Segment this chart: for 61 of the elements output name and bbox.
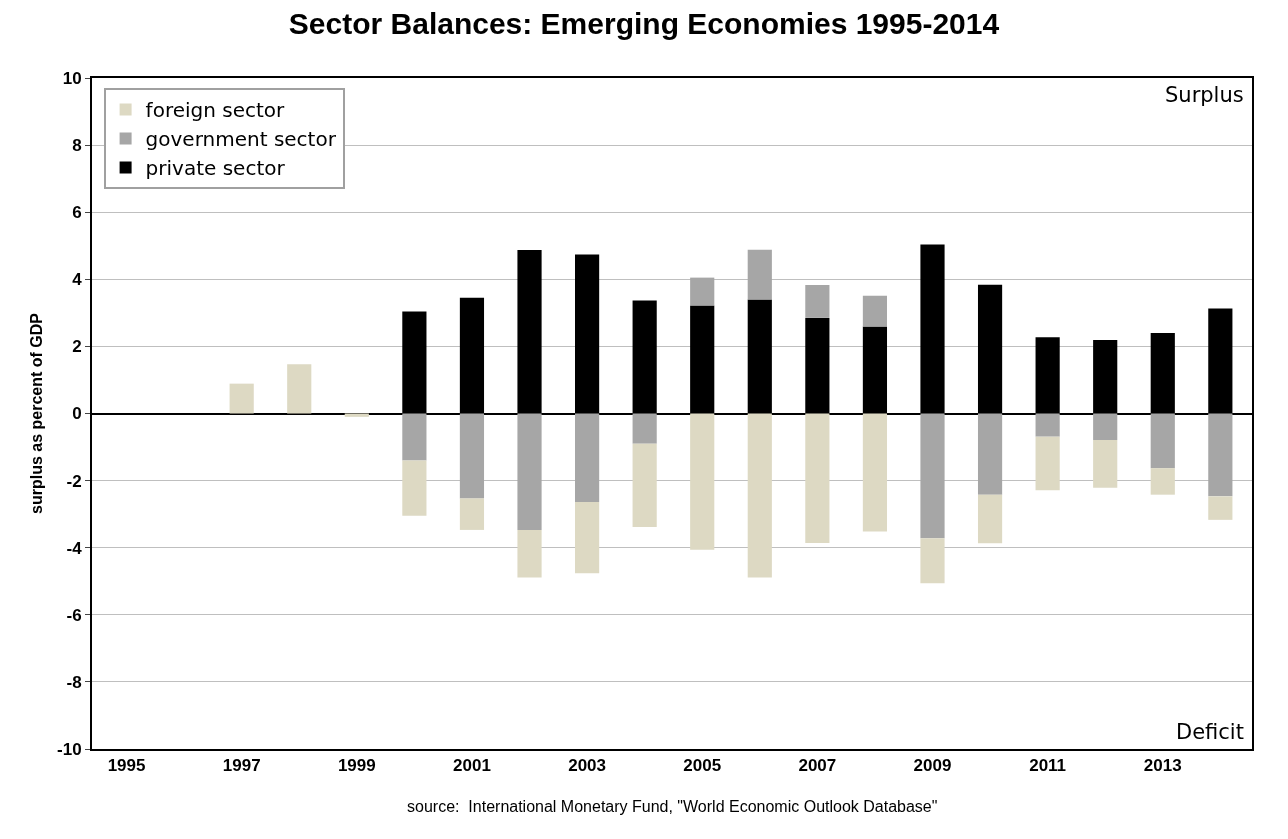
- y-axis-title: surplus as percent of GDP: [28, 312, 46, 514]
- bar: [229, 383, 254, 414]
- y-tick-label: -8: [66, 672, 82, 692]
- legend-label: foreign sector: [145, 98, 286, 123]
- y-tick-label: 8: [72, 136, 82, 156]
- bar: [1093, 440, 1118, 488]
- bar: [977, 494, 1003, 544]
- bar: [747, 249, 772, 300]
- bar: [920, 538, 945, 584]
- x-tick-label: 2005: [683, 756, 722, 776]
- y-tick-label: 0: [72, 404, 82, 424]
- bar: [287, 364, 312, 414]
- bar: [690, 413, 715, 550]
- bar: [1208, 413, 1233, 497]
- bar: [1093, 413, 1118, 440]
- y-tick-label: 6: [72, 203, 82, 223]
- bar: [977, 413, 1003, 495]
- y-tick-label: -6: [66, 605, 82, 625]
- y-tick-label: 10: [62, 68, 82, 88]
- x-tick-label: 2009: [913, 756, 952, 776]
- bar: [1035, 436, 1060, 491]
- bar: [459, 498, 485, 530]
- bar: [517, 529, 542, 578]
- bar: [747, 413, 772, 578]
- annotation: Deficit: [1176, 720, 1244, 744]
- x-tick-label: 2003: [568, 756, 606, 776]
- x-tick-label: 1995: [107, 756, 146, 776]
- x-tick-label: 1999: [337, 756, 376, 776]
- bar: [632, 443, 657, 527]
- y-tick-label: -4: [66, 538, 83, 558]
- x-tick-label: 2011: [1029, 756, 1067, 776]
- y-tick-label: 4: [72, 270, 83, 290]
- x-tick-label: 1997: [222, 756, 261, 776]
- bar: [862, 295, 888, 327]
- legend-label: government sector: [145, 127, 337, 152]
- bar: [1150, 413, 1175, 469]
- legend-label: private sector: [145, 156, 286, 181]
- bar: [805, 285, 830, 318]
- bar: [1035, 413, 1060, 437]
- x-tick-label: 2007: [798, 756, 837, 776]
- source-note: source: International Monetary Fund, "World Economic Outlook Database": [407, 798, 938, 815]
- bar: [402, 460, 427, 516]
- bar: [920, 413, 945, 539]
- bar: [862, 413, 888, 532]
- annotation: Surplus: [1165, 83, 1244, 107]
- chart-title: Sector Balances: Emerging Economies 1995-2014: [288, 6, 1000, 40]
- y-tick-label: -10: [57, 739, 82, 759]
- x-tick-label: 2001: [453, 756, 491, 776]
- bar: [1150, 468, 1175, 495]
- bar: [459, 413, 485, 499]
- y-tick-label: -2: [66, 471, 82, 491]
- bar: [805, 413, 830, 543]
- bar: [517, 413, 542, 530]
- y-tick-label: 2: [72, 337, 82, 357]
- bar: [575, 502, 600, 574]
- bar: [690, 277, 715, 306]
- bar: [402, 413, 427, 461]
- x-tick-label: 2013: [1143, 756, 1182, 776]
- bar: [632, 413, 657, 444]
- bar: [1208, 496, 1233, 520]
- bar: [575, 413, 600, 503]
